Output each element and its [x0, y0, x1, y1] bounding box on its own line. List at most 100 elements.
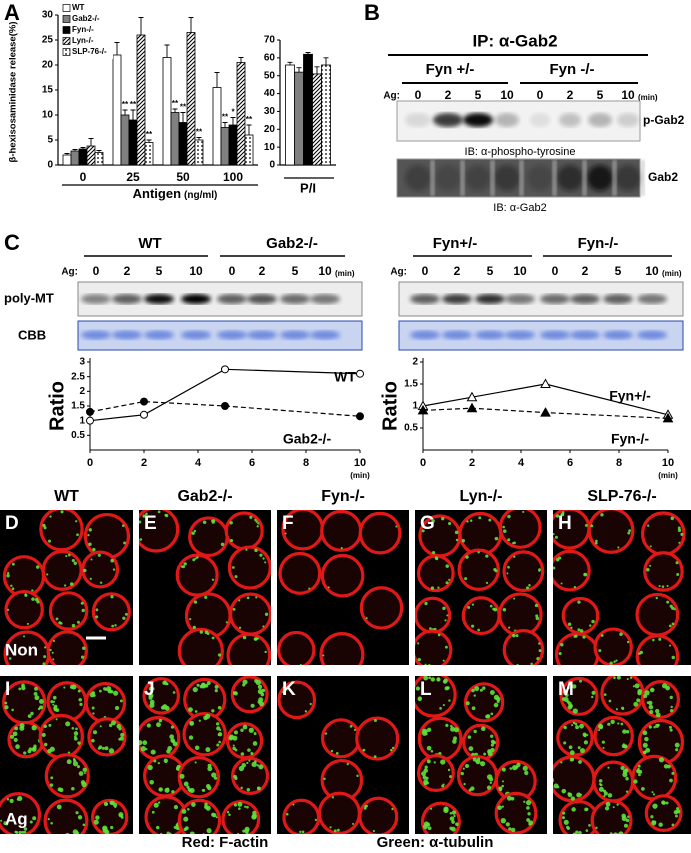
row-label: CBB	[18, 327, 46, 342]
tubulin	[474, 686, 480, 692]
tubulin	[598, 729, 601, 732]
tubulin	[669, 728, 673, 732]
tubulin	[610, 719, 615, 724]
marker	[86, 407, 94, 416]
tubulin	[256, 525, 259, 528]
tubulin	[634, 683, 640, 689]
bar	[86, 145, 96, 166]
tubulin	[469, 519, 473, 523]
tubulin	[451, 820, 455, 824]
legend-swatch	[62, 4, 71, 12]
tubulin	[218, 732, 223, 737]
error-bar	[88, 138, 94, 146]
tubulin	[48, 723, 52, 727]
tubulin	[183, 827, 188, 832]
tubulin	[64, 835, 68, 839]
tubulin	[24, 593, 27, 596]
tubulin	[157, 761, 160, 765]
tubulin	[661, 683, 668, 689]
tubulin	[193, 600, 198, 604]
tubulin	[497, 805, 502, 811]
tubulin	[79, 702, 83, 707]
tubulin	[538, 642, 541, 645]
marker	[540, 407, 551, 417]
tubulin	[121, 524, 125, 527]
x-tick-label: 10	[662, 457, 674, 469]
tubulin	[53, 704, 58, 709]
y-tick-label: 1.5	[404, 379, 418, 390]
tubulin	[188, 707, 193, 713]
significance: *	[231, 108, 235, 117]
cell	[227, 545, 271, 590]
tubulin	[649, 545, 652, 548]
cell	[494, 791, 538, 834]
lane-label: 5	[597, 88, 604, 102]
tubulin	[52, 639, 56, 643]
error-bar	[188, 17, 194, 33]
tubulin	[14, 830, 18, 834]
x-tick-label: 50	[176, 170, 190, 184]
tubulin	[255, 596, 258, 599]
blot-band	[217, 294, 247, 304]
bar	[70, 150, 80, 166]
tubulin	[205, 713, 211, 719]
tubulin	[153, 802, 159, 808]
lane-gap	[460, 160, 465, 196]
tubulin	[556, 785, 560, 789]
tubulin	[110, 800, 115, 806]
tubulin	[617, 546, 620, 549]
tubulin	[671, 622, 675, 626]
blot-band	[570, 330, 600, 340]
tubulin	[553, 533, 555, 536]
y-tick-label: 10	[264, 142, 276, 153]
tubulin	[575, 725, 579, 730]
tubulin	[587, 666, 589, 668]
tubulin	[493, 567, 497, 572]
tubulin	[34, 686, 38, 691]
tubulin	[524, 770, 529, 776]
group-label: WT	[138, 235, 161, 252]
marker	[417, 404, 429, 415]
tubulin	[206, 632, 210, 636]
tubulin	[569, 757, 574, 762]
tubulin	[560, 582, 563, 585]
tubulin	[49, 783, 54, 787]
tubulin	[253, 637, 258, 641]
tubulin	[255, 520, 258, 523]
tubulin	[55, 617, 59, 621]
cell	[461, 596, 501, 636]
tubulin	[52, 658, 55, 661]
tubulin	[172, 741, 178, 747]
lane-label: 10	[500, 88, 514, 102]
tubulin	[612, 806, 615, 809]
panel-letter: J	[144, 679, 155, 700]
error-bar	[64, 153, 70, 155]
blot-band	[587, 165, 613, 191]
tubulin	[309, 702, 312, 706]
tubulin	[249, 515, 253, 519]
tubulin	[119, 699, 123, 703]
tubulin	[71, 726, 75, 730]
tubulin	[651, 791, 654, 794]
tubulin	[47, 539, 52, 543]
tubulin	[204, 802, 208, 807]
tubulin	[206, 828, 212, 834]
tubulin	[675, 748, 679, 752]
tubulin	[615, 708, 619, 711]
panel-letter: F	[282, 513, 294, 534]
tubulin	[441, 517, 445, 521]
x-tick-label: 25	[126, 170, 140, 184]
tubulin	[47, 817, 50, 821]
tubulin	[50, 776, 54, 780]
blot-band	[615, 165, 641, 191]
tubulin	[140, 746, 146, 752]
tubulin	[444, 619, 447, 622]
tubulin	[95, 815, 100, 820]
tubulin	[653, 726, 656, 729]
tubulin	[562, 689, 569, 695]
tubulin	[505, 822, 510, 827]
bar	[194, 139, 204, 166]
blot-band	[495, 113, 519, 127]
row-label: p-Gab2	[643, 113, 685, 127]
tubulin	[577, 600, 581, 604]
